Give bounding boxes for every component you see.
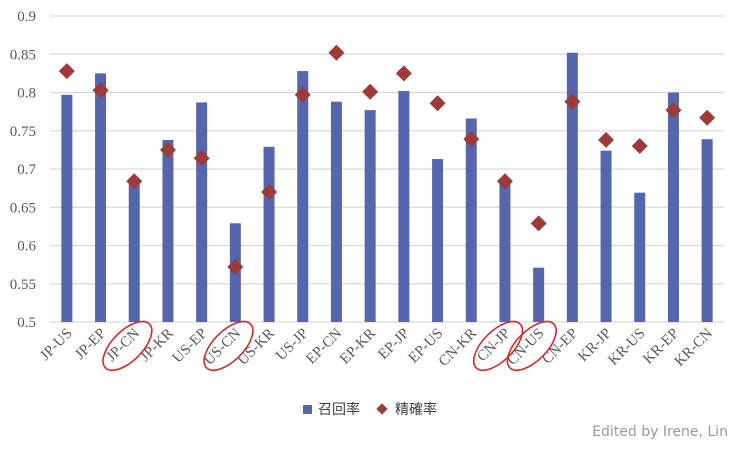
red-circle-annotations [102,320,557,372]
y-axis-ticks: 0.5 0.55 0.6 0.65 0.7 0.75 0.8 0.85 0.9 [10,9,37,331]
precision-diamond-marker [463,131,480,148]
recall-bar [61,94,73,322]
recall-bar [162,139,174,322]
precision-diamond-marker [665,102,682,119]
y-tick-label: 0.55 [10,277,36,293]
recall-bar [566,52,578,322]
recall-bar [330,101,342,323]
y-tick-label: 0.65 [10,200,36,216]
legend-label-recall: 召回率 [318,402,360,418]
legend-item-recall: 召回率 [303,399,360,419]
bar-swatch-icon [303,404,312,414]
recall-bar [600,150,612,322]
recall-bar [263,146,275,322]
precision-diamond-marker [395,65,412,82]
precision-diamond-marker [699,109,716,126]
recall-bar [667,92,679,322]
x-tick-label: JP-KR [137,326,177,366]
x-tick-label: KR-CN [672,325,716,369]
recall-bar [432,159,444,322]
precision-diamond-marker [92,82,109,99]
recall-bar [499,182,511,322]
precision-diamond-marker [126,173,143,190]
recall-bar [634,192,646,322]
legend-label-precision: 精確率 [395,402,437,418]
y-tick-label: 0.5 [17,315,36,331]
x-tick-label: US-KR [235,326,278,369]
precision-diamond-marker [294,86,311,103]
recall-bars [61,52,713,323]
y-tick-label: 0.8 [17,86,36,102]
x-tick-label: EP-CN [303,325,345,367]
recall-bar [128,181,140,322]
precision-diamond-marker [159,141,176,158]
precision-markers [58,44,716,275]
legend: 召回率 精確率 [0,399,740,419]
recall-bar [364,110,376,322]
precision-diamond-marker [429,95,446,112]
recall-bar [533,267,545,322]
recall-bar [398,90,410,322]
precision-diamond-marker [631,138,648,155]
x-tick-label: CN-EP [539,326,581,368]
credit-watermark: Edited by Irene, Lin [592,424,728,440]
x-tick-label: CN-US [504,326,547,369]
y-tick-label: 0.75 [10,124,36,140]
precision-diamond-marker [530,215,547,232]
recall-bar [95,73,107,322]
x-tick-label: KR-US [605,326,648,369]
recall-bar [701,139,713,322]
precision-diamond-marker [261,183,278,200]
precision-diamond-marker [328,44,345,61]
x-axis-labels: JP-USJP-EPJP-CNJP-KRUS-EPUS-CNUS-KRUS-JP… [37,325,716,369]
red-circle-annotation [102,320,153,372]
precision-diamond-marker [193,150,210,167]
x-tick-label: JP-US [37,326,75,364]
precision-diamond-marker [58,63,75,80]
y-tick-label: 0.7 [17,162,36,178]
diamond-swatch-icon [376,403,388,415]
recall-bar [196,102,208,322]
x-tick-label: EP-KR [337,326,379,368]
precision-diamond-marker [496,173,513,190]
y-tick-label: 0.9 [17,9,36,25]
red-circle-annotation [203,320,254,372]
precision-diamond-marker [362,83,379,100]
gridlines [50,15,724,323]
precision-diamond-marker [564,93,581,110]
y-tick-label: 0.85 [10,47,36,63]
precision-diamond-marker [227,258,244,275]
legend-item-precision: 精確率 [376,399,437,419]
red-circle-annotation [506,320,557,372]
recall-bar [465,118,477,322]
y-tick-label: 0.6 [17,239,36,255]
precision-diamond-marker [598,131,615,148]
recall-bar [297,71,309,322]
